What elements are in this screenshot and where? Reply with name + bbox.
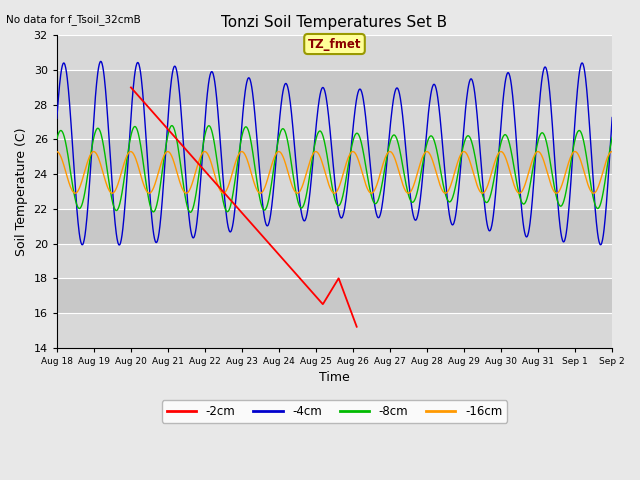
Bar bbox=[57, 278, 612, 313]
Bar bbox=[57, 243, 612, 278]
Text: TZ_fmet: TZ_fmet bbox=[308, 37, 361, 50]
Bar bbox=[57, 105, 612, 139]
Text: No data for f_Tsoil_32cmB: No data for f_Tsoil_32cmB bbox=[6, 14, 141, 25]
Bar bbox=[57, 70, 612, 105]
Bar bbox=[57, 36, 612, 70]
Title: Tonzi Soil Temperatures Set B: Tonzi Soil Temperatures Set B bbox=[221, 15, 447, 30]
Bar bbox=[57, 174, 612, 209]
X-axis label: Time: Time bbox=[319, 371, 350, 384]
Bar bbox=[57, 313, 612, 348]
Y-axis label: Soil Temperature (C): Soil Temperature (C) bbox=[15, 127, 28, 256]
Legend: -2cm, -4cm, -8cm, -16cm: -2cm, -4cm, -8cm, -16cm bbox=[162, 400, 507, 423]
Bar bbox=[57, 209, 612, 243]
Bar bbox=[57, 139, 612, 174]
